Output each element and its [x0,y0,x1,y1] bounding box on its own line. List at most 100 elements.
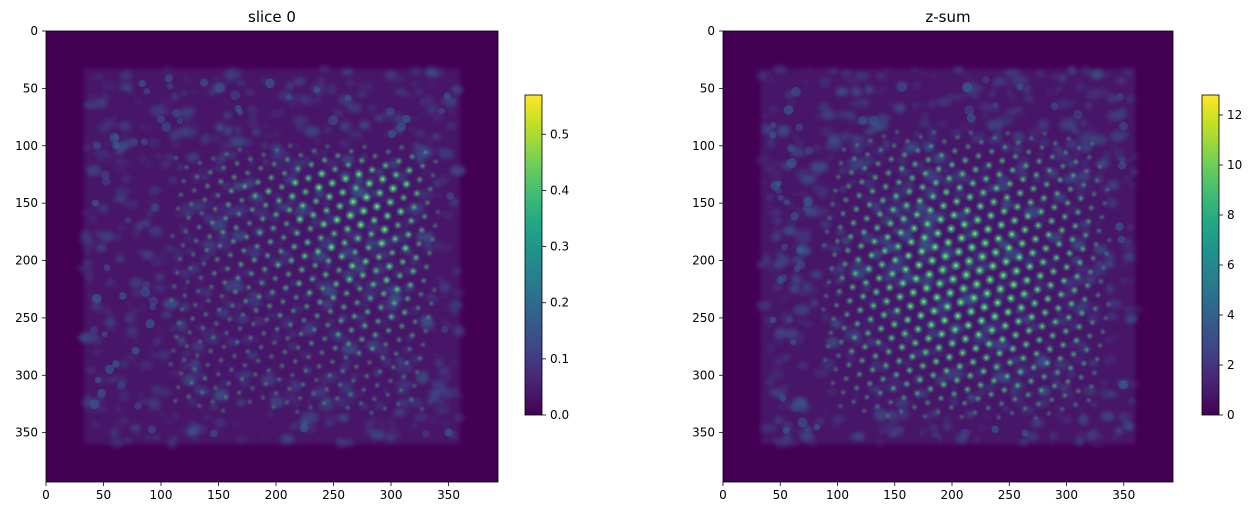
x-tick-label: 350 [1112,488,1135,502]
lattice-spot [247,269,256,278]
lattice-spot [1069,285,1080,295]
lattice-spot [1084,217,1093,226]
noise-spot [1118,156,1126,164]
lattice-spot [889,319,900,330]
lattice-spot [262,315,271,324]
lattice-spot [1073,207,1083,217]
noise-spot [796,247,803,254]
lattice-spot [358,205,370,217]
lattice-spot [886,333,897,343]
lattice-spot [1081,230,1091,240]
noise-spot [804,146,814,155]
lattice-spot [419,276,428,285]
lattice-spot [363,178,375,189]
colorbar-tick-label: 2 [1227,358,1235,372]
lattice-spot [252,306,261,315]
lattice-spot [834,172,843,181]
lattice-spot [168,232,177,240]
lattice-spot [933,342,945,353]
colorbar-tick-label: 0.3 [550,240,569,254]
lattice-spot [1011,265,1022,277]
lattice-spot [868,365,878,375]
lattice-spot [273,324,282,334]
lattice-spot [1074,322,1084,332]
lattice-spot [167,296,176,304]
lattice-spot [347,147,356,156]
lattice-spot [219,407,227,415]
lattice-spot [240,182,250,191]
lattice-spot [336,251,347,262]
lattice-spot [1037,257,1049,268]
lattice-spot [289,242,299,252]
lattice-spot [997,399,1006,408]
lattice-spot [360,385,368,394]
lattice-spot [873,402,882,411]
lattice-spot [352,362,361,371]
lattice-spot [302,237,313,248]
colorbar-tick-label: 0 [1227,408,1235,422]
lattice-spot [434,208,442,216]
x-tick-label: 300 [1055,488,1078,502]
lattice-spot [1037,143,1046,152]
lattice-spot [938,200,949,211]
lattice-spot [975,201,986,212]
lattice-spot [360,143,369,151]
lattice-spot [900,150,909,160]
lattice-spot [1006,228,1018,240]
lattice-spot [357,156,367,166]
lattice-spot [839,388,848,397]
lattice-spot [268,287,277,297]
lattice-spot [207,283,216,291]
noise-spot [131,138,138,146]
lattice-spot [371,201,383,213]
lattice-spot [928,191,939,202]
lattice-spot [1048,266,1059,277]
lattice-spot [344,209,357,222]
lattice-spot [986,324,998,336]
lattice-spot [357,399,365,408]
lattice-spot [199,260,208,268]
lattice-spot [1035,270,1046,281]
lattice-spot [405,280,415,290]
noise-spot [92,293,102,304]
lattice-spot [903,137,912,146]
lattice-spot [832,301,841,310]
colorbar-tick-label: 12 [1227,108,1242,122]
lattice-spot [238,310,247,319]
noise-spot [786,158,797,169]
lattice-spot [326,241,337,253]
noise-spot [1117,235,1126,244]
lattice-spot [994,169,1005,180]
lattice-spot [1047,395,1056,404]
lattice-spot [253,177,263,187]
lattice-spot [274,196,284,206]
lattice-spot [273,260,283,270]
lattice-spot [1034,156,1044,166]
lattice-spot [233,273,243,283]
lattice-spot [963,255,975,267]
noise-spot [770,121,777,129]
lattice-spot [876,259,887,270]
lattice-spot [984,274,996,286]
lattice-spot [397,386,405,395]
noise-spot [149,296,159,306]
lattice-spot [1096,341,1104,350]
lattice-spot [217,356,225,365]
lattice-spot [186,264,195,273]
x-tick-label: 150 [883,488,906,502]
lattice-spot [836,223,845,232]
lattice-spot [904,186,915,197]
lattice-spot [324,191,335,202]
lattice-spot [233,338,242,347]
lattice-spot [296,329,306,339]
lattice-spot [884,282,895,293]
lattice-spot [232,159,242,168]
lattice-spot [939,250,952,262]
noise-spot [119,292,127,300]
lattice-spot [221,214,230,223]
noise-spot [124,217,132,224]
lattice-spot [209,154,217,163]
lattice-spot [858,291,868,302]
lattice-spot [844,182,853,191]
noise-spot [300,424,309,433]
